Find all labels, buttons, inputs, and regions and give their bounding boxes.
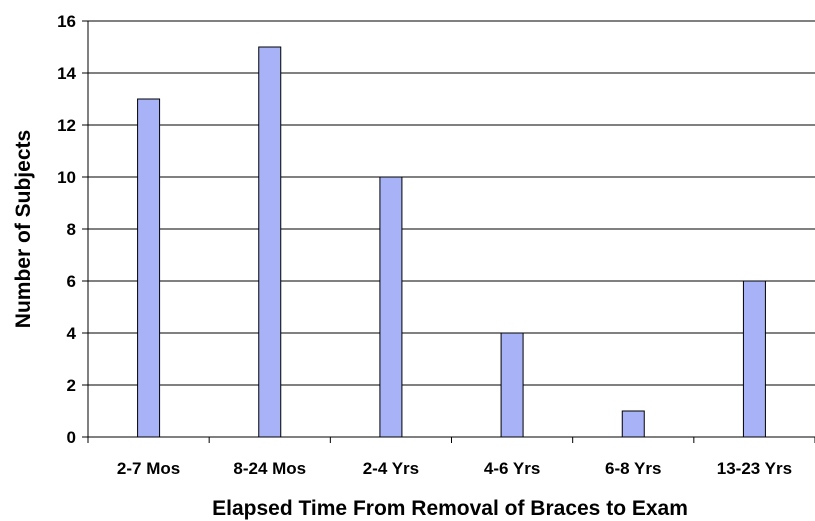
- x-tick-label: 13-23 Yrs: [717, 459, 792, 478]
- bar: [258, 46, 282, 438]
- y-tick-label: 2: [67, 376, 76, 395]
- y-tick-label: 6: [67, 272, 76, 291]
- gridlines: [88, 20, 815, 386]
- y-tick-label: 12: [57, 116, 76, 135]
- x-tick-label: 2-4 Yrs: [363, 459, 419, 478]
- y-tick-label: 16: [57, 12, 76, 31]
- x-axis-title: Elapsed Time From Removal of Braces to E…: [212, 497, 688, 520]
- y-tick-label: 10: [57, 168, 76, 187]
- y-axis-title: Number of Subjects: [12, 130, 35, 328]
- y-ticks: 0 2 4 6 8 10 12 14 16: [57, 12, 88, 447]
- bar: [742, 280, 766, 438]
- x-tick-label: 8-24 Mos: [233, 459, 306, 478]
- bar: [137, 98, 161, 438]
- y-tick-label: 8: [67, 220, 76, 239]
- y-tick-label: 0: [67, 428, 76, 447]
- bar: [621, 410, 645, 438]
- y-tick-label: 4: [67, 324, 77, 343]
- x-ticks: 2-7 Mos 8-24 Mos 2-4 Yrs 4-6 Yrs 6-8 Yrs 13-2…: [87, 437, 815, 478]
- x-tick-label: 4-6 Yrs: [484, 459, 540, 478]
- x-tick-label: 2-7 Mos: [117, 459, 180, 478]
- bar: [500, 332, 524, 438]
- bars: [137, 46, 766, 438]
- y-tick-label: 14: [57, 64, 76, 83]
- bar: [379, 176, 403, 438]
- x-tick-label: 6-8 Yrs: [605, 459, 661, 478]
